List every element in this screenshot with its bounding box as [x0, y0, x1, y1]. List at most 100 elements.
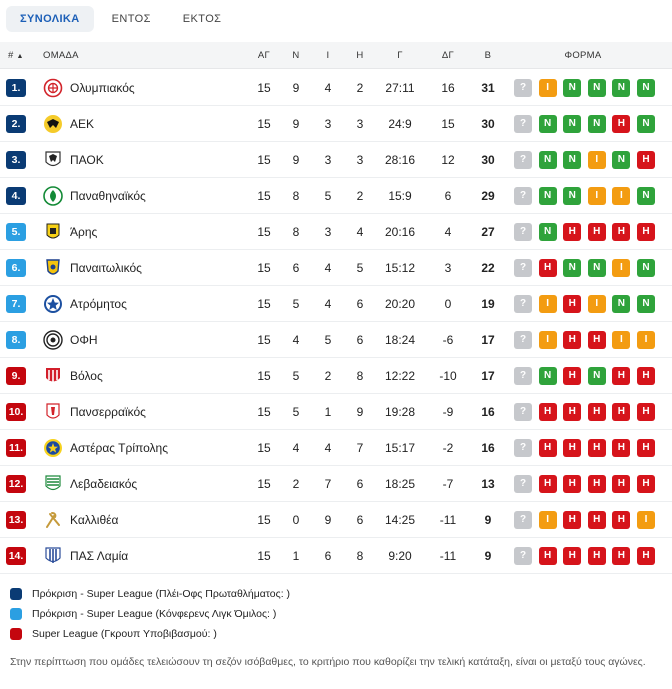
form-result-badge[interactable]: I [538, 79, 557, 97]
form-result-badge[interactable]: H [587, 547, 606, 565]
table-row[interactable]: 3. ΠΑΟΚ 15 9 3 3 28:16 12 30? N N I N H [0, 142, 672, 178]
form-result-badge[interactable]: I [612, 259, 631, 277]
form-result-badge[interactable]: H [538, 403, 557, 421]
form-result-badge[interactable]: H [538, 547, 557, 565]
form-result-badge[interactable]: ? [514, 223, 532, 241]
form-result-badge[interactable]: N [587, 259, 606, 277]
team-name[interactable]: Καλλιθέα [70, 513, 119, 527]
header-team[interactable]: ΟΜΑΔΑ [43, 50, 79, 61]
form-result-badge[interactable]: N [538, 367, 557, 385]
form-result-badge[interactable]: H [563, 475, 582, 493]
form-result-badge[interactable]: ? [514, 79, 532, 97]
form-result-badge[interactable]: H [563, 439, 582, 457]
team-name[interactable]: Βόλος [70, 369, 103, 383]
form-result-badge[interactable]: ? [514, 511, 532, 529]
team-name[interactable]: Λεβαδειακός [70, 477, 138, 491]
form-result-badge[interactable]: N [587, 115, 606, 133]
table-row[interactable]: 10. Πανσερραϊκός 15 5 1 9 19:28 -9 16? H H H H H [0, 394, 672, 430]
table-row[interactable]: 13. Καλλιθέα 15 0 9 6 14:25 -11 9? I H H H I [0, 502, 672, 538]
tab-overall[interactable]: ΣΥΝΟΛΙΚΑ [6, 6, 94, 32]
form-result-badge[interactable]: H [563, 547, 582, 565]
form-result-badge[interactable]: N [636, 115, 655, 133]
form-result-badge[interactable]: ? [514, 151, 532, 169]
form-result-badge[interactable]: ? [514, 295, 532, 313]
header-pos[interactable]: # ▲ [8, 42, 24, 70]
form-result-badge[interactable]: ? [514, 547, 532, 565]
form-result-badge[interactable]: H [587, 511, 606, 529]
table-row[interactable]: 8. ΟΦΗ 15 4 5 6 18:24 -6 17? I H H I I [0, 322, 672, 358]
form-result-badge[interactable]: N [538, 115, 557, 133]
form-result-badge[interactable]: I [587, 187, 606, 205]
form-result-badge[interactable]: N [587, 79, 606, 97]
form-result-badge[interactable]: N [612, 151, 631, 169]
header-wins[interactable]: Ν [292, 50, 300, 61]
team-name[interactable]: Ολυμπιακός [70, 81, 135, 95]
form-result-badge[interactable]: ? [514, 475, 532, 493]
form-result-badge[interactable]: N [587, 367, 606, 385]
form-result-badge[interactable]: H [612, 367, 631, 385]
form-result-badge[interactable]: H [563, 403, 582, 421]
form-result-badge[interactable]: N [636, 187, 655, 205]
table-row[interactable]: 14. ΠΑΣ Λαμία 15 1 6 8 9:20 -11 9? H H H H H [0, 538, 672, 574]
header-played[interactable]: ΑΓ [257, 50, 271, 61]
table-row[interactable]: 2. ΑΕΚ 15 9 3 3 24:9 15 30? N N N H N [0, 106, 672, 142]
form-result-badge[interactable]: H [636, 403, 655, 421]
table-row[interactable]: 12. Λεβαδειακός 15 2 7 6 18:25 -7 13? H H H H H [0, 466, 672, 502]
form-result-badge[interactable]: H [563, 367, 582, 385]
form-result-badge[interactable]: I [612, 187, 631, 205]
form-result-badge[interactable]: H [636, 439, 655, 457]
form-result-badge[interactable]: ? [514, 259, 532, 277]
team-name[interactable]: ΑΕΚ [70, 117, 95, 131]
tab-home[interactable]: ΕΝΤΟΣ [111, 13, 151, 25]
form-result-badge[interactable]: H [563, 223, 582, 241]
header-draws[interactable]: Ι [326, 50, 330, 61]
team-name[interactable]: ΟΦΗ [70, 333, 98, 347]
form-result-badge[interactable]: H [538, 259, 557, 277]
form-result-badge[interactable]: H [587, 475, 606, 493]
form-result-badge[interactable]: I [538, 295, 557, 313]
form-result-badge[interactable]: I [538, 511, 557, 529]
form-result-badge[interactable]: H [587, 403, 606, 421]
form-result-badge[interactable]: I [538, 331, 557, 349]
form-result-badge[interactable]: ? [514, 367, 532, 385]
form-result-badge[interactable]: H [587, 223, 606, 241]
team-name[interactable]: ΠΑΟΚ [70, 153, 104, 167]
table-row[interactable]: 4. Παναθηναϊκός 15 8 5 2 15:9 6 29? N N I I N [0, 178, 672, 214]
header-diff[interactable]: ΔΓ [441, 50, 455, 61]
form-result-badge[interactable]: H [636, 151, 655, 169]
form-result-badge[interactable]: ? [514, 187, 532, 205]
form-result-badge[interactable]: H [612, 115, 631, 133]
form-result-badge[interactable]: H [538, 439, 557, 457]
team-name[interactable]: Αστέρας Τρίπολης [70, 441, 168, 455]
form-result-badge[interactable]: H [612, 223, 631, 241]
form-result-badge[interactable]: N [636, 259, 655, 277]
form-result-badge[interactable]: H [587, 439, 606, 457]
team-name[interactable]: Παναθηναϊκός [70, 189, 146, 203]
form-result-badge[interactable]: H [587, 331, 606, 349]
tab-away[interactable]: ΕΚΤΟΣ [182, 13, 222, 25]
form-result-badge[interactable]: ? [514, 403, 532, 421]
table-row[interactable]: 6. Παναιτωλικός 15 6 4 5 15:12 3 22? H N N I N [0, 250, 672, 286]
form-result-badge[interactable]: N [563, 115, 582, 133]
form-result-badge[interactable]: H [636, 547, 655, 565]
form-result-badge[interactable]: H [636, 367, 655, 385]
form-result-badge[interactable]: I [587, 295, 606, 313]
form-result-badge[interactable]: H [612, 475, 631, 493]
form-result-badge[interactable]: H [636, 475, 655, 493]
form-result-badge[interactable]: N [538, 151, 557, 169]
form-result-badge[interactable]: N [636, 295, 655, 313]
form-result-badge[interactable]: N [538, 223, 557, 241]
table-row[interactable]: 5. Άρης 15 8 3 4 20:16 4 27? N H H H H [0, 214, 672, 250]
header-goals[interactable]: Γ [397, 50, 403, 61]
form-result-badge[interactable]: H [612, 511, 631, 529]
form-result-badge[interactable]: N [538, 187, 557, 205]
form-result-badge[interactable]: H [563, 295, 582, 313]
team-name[interactable]: ΠΑΣ Λαμία [70, 549, 129, 563]
form-result-badge[interactable]: H [612, 403, 631, 421]
table-row[interactable]: 9. Βόλος 15 5 2 8 12:22 -10 17? N H N H H [0, 358, 672, 394]
form-result-badge[interactable]: N [563, 187, 582, 205]
table-row[interactable]: 1. Ολυμπιακός 15 9 4 2 27:11 16 31? I N N N N [0, 70, 672, 106]
team-name[interactable]: Άρης [70, 225, 98, 239]
form-result-badge[interactable]: H [563, 331, 582, 349]
form-result-badge[interactable]: N [563, 79, 582, 97]
